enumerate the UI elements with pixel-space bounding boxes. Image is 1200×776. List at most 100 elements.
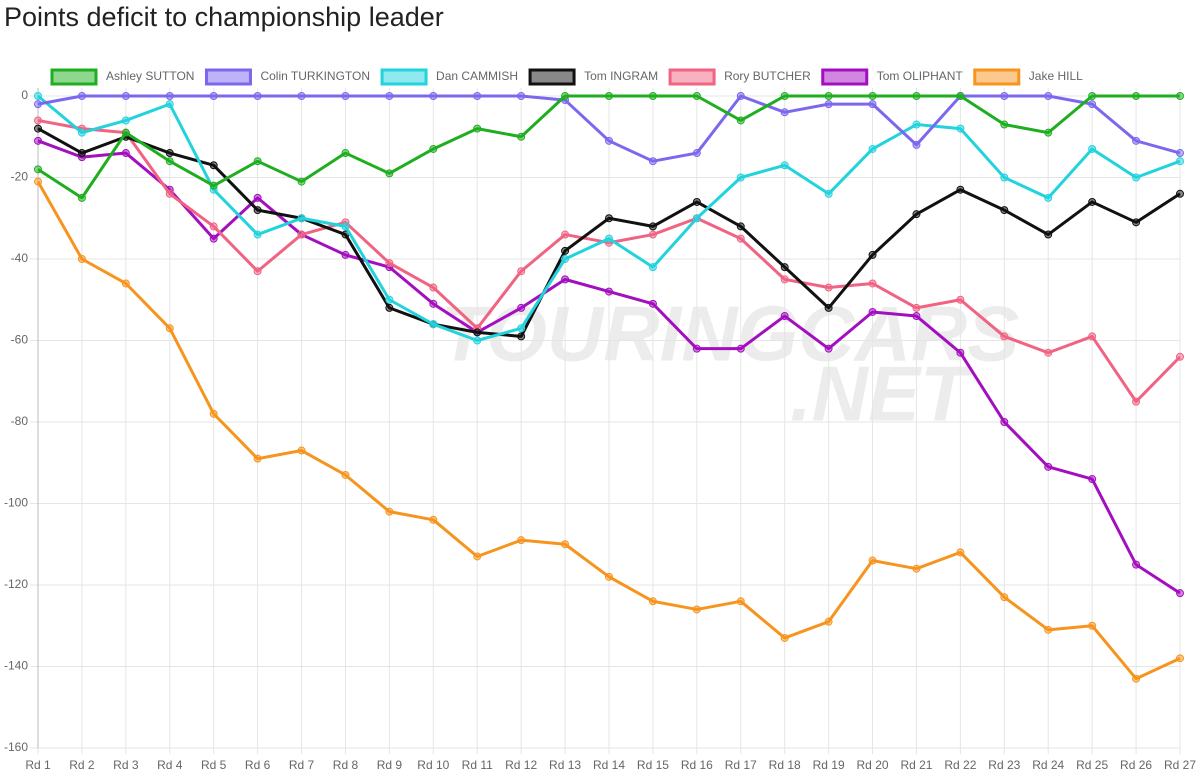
data-point: [209, 161, 218, 170]
data-point: [1132, 136, 1141, 145]
data-point: [341, 92, 350, 100]
data-point: [561, 540, 570, 549]
data-point: [1044, 625, 1053, 634]
data-point: [1000, 418, 1009, 426]
data-point: [824, 303, 833, 312]
data-point: [605, 287, 613, 296]
data-point: [165, 189, 174, 198]
data-point: [429, 299, 438, 308]
data-point: [385, 507, 394, 516]
data-point: [956, 185, 965, 194]
data-point: [253, 157, 262, 166]
data-point: [34, 177, 42, 186]
data-point: [165, 157, 174, 166]
data-point: [561, 246, 570, 255]
data-point: [1176, 189, 1184, 198]
x-tick-label: Rd 18: [769, 758, 801, 772]
x-tick-label: Rd 9: [377, 758, 403, 772]
data-point: [429, 92, 438, 100]
data-point: [1088, 332, 1097, 341]
x-tick-label: Rd 14: [593, 758, 625, 772]
data-point: [780, 161, 789, 170]
data-point: [165, 149, 174, 158]
legend-swatch: [973, 68, 1021, 86]
data-point: [1132, 218, 1141, 227]
data-point: [561, 275, 570, 284]
data-point: [77, 128, 86, 137]
data-point: [1044, 462, 1053, 471]
data-point: [868, 556, 877, 565]
y-tick-label: 0: [21, 88, 28, 102]
data-point: [648, 157, 657, 166]
data-point: [605, 92, 613, 100]
data-point: [824, 617, 833, 626]
data-point: [429, 515, 438, 524]
legend-label: Rory BUTCHER: [724, 69, 811, 83]
series: [34, 136, 1184, 598]
x-tick-label: Rd 19: [813, 758, 845, 772]
data-point: [561, 92, 570, 100]
data-point: [34, 136, 42, 145]
data-point: [912, 140, 921, 149]
x-tick-label: Rd 4: [157, 758, 183, 772]
data-point: [1088, 197, 1097, 206]
data-point: [253, 193, 262, 202]
data-point: [736, 344, 745, 353]
data-point: [648, 299, 657, 308]
data-point: [253, 454, 262, 463]
data-point: [605, 214, 613, 223]
legend-swatch: [380, 68, 428, 86]
data-point: [165, 100, 174, 109]
x-tick-label: Rd 2: [69, 758, 95, 772]
legend-swatch: [821, 68, 869, 86]
legend-swatch: [528, 68, 576, 86]
data-point: [473, 124, 482, 133]
data-point: [385, 92, 394, 100]
data-point: [165, 324, 174, 333]
data-point: [429, 283, 438, 292]
data-point: [692, 149, 701, 158]
data-point: [429, 144, 438, 153]
data-point: [1132, 173, 1141, 182]
data-point: [648, 222, 657, 231]
data-point: [341, 250, 350, 259]
data-point: [473, 552, 482, 561]
data-point: [429, 320, 438, 329]
data-point: [780, 263, 789, 272]
legend-swatch: [204, 68, 252, 86]
x-tick-label: Rd 3: [113, 758, 139, 772]
data-point: [648, 92, 657, 100]
series: [34, 92, 1184, 202]
data-point: [121, 128, 130, 137]
data-point: [868, 100, 877, 109]
data-point: [1088, 100, 1097, 109]
x-tick-label: Rd 26: [1120, 758, 1152, 772]
x-tick-label: Rd 13: [549, 758, 581, 772]
x-tick-label: Rd 8: [333, 758, 359, 772]
data-point: [297, 214, 306, 223]
data-point: [517, 303, 526, 312]
data-point: [956, 548, 965, 557]
data-point: [1000, 593, 1009, 602]
data-point: [1176, 352, 1184, 361]
data-point: [1044, 92, 1053, 100]
data-point: [297, 177, 306, 186]
data-point: [1000, 92, 1009, 100]
data-point: [1132, 92, 1141, 100]
data-point: [517, 267, 526, 276]
series: [34, 92, 1184, 166]
legend-label: Ashley SUTTON: [106, 69, 194, 83]
x-tick-label: Rd 21: [900, 758, 932, 772]
data-point: [956, 124, 965, 133]
data-point: [648, 597, 657, 606]
series: [34, 124, 1184, 341]
data-point: [824, 189, 833, 198]
data-point: [1088, 475, 1097, 484]
data-point: [341, 222, 350, 231]
y-tick-label: -120: [4, 577, 28, 591]
data-point: [1044, 230, 1053, 239]
data-point: [34, 124, 42, 133]
data-point: [473, 92, 482, 100]
data-point: [473, 328, 482, 337]
